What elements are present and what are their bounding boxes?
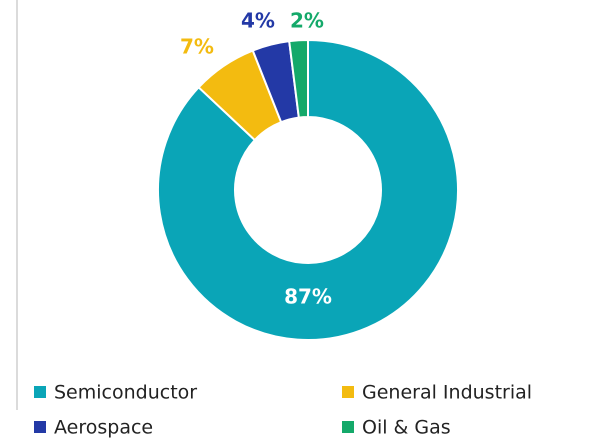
legend-label: Semiconductor: [54, 382, 197, 404]
legend: Semiconductor General Industrial Aerospace…: [34, 382, 532, 439]
slices: [157, 38, 459, 341]
legend-swatch: [342, 386, 354, 398]
slice: [288, 38, 309, 119]
value-label: 2%: [290, 9, 324, 33]
legend-swatch: [342, 421, 354, 433]
legend-label: Oil & Gas: [362, 417, 451, 439]
legend-swatch: [34, 421, 46, 433]
value-label: 4%: [241, 9, 275, 33]
value-label: 7%: [180, 35, 214, 59]
value-label: 87%: [284, 285, 332, 309]
slice: [157, 38, 459, 341]
legend-label: Aerospace: [54, 417, 153, 439]
labels: 87% 7% 4% 2%: [180, 9, 332, 309]
legend-swatch: [34, 386, 46, 398]
legend-label: General Industrial: [362, 382, 532, 404]
